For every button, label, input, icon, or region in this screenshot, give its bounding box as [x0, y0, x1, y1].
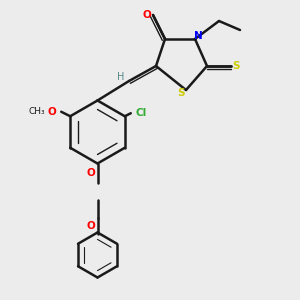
Text: O: O: [86, 221, 95, 231]
Text: S: S: [177, 88, 184, 98]
Text: N: N: [194, 31, 202, 41]
Text: O: O: [142, 10, 152, 20]
Text: CH₃: CH₃: [29, 107, 46, 116]
Text: O: O: [86, 167, 95, 178]
Text: H: H: [117, 72, 124, 82]
Text: Cl: Cl: [136, 108, 147, 118]
Text: S: S: [233, 61, 240, 71]
Text: O: O: [48, 107, 57, 117]
